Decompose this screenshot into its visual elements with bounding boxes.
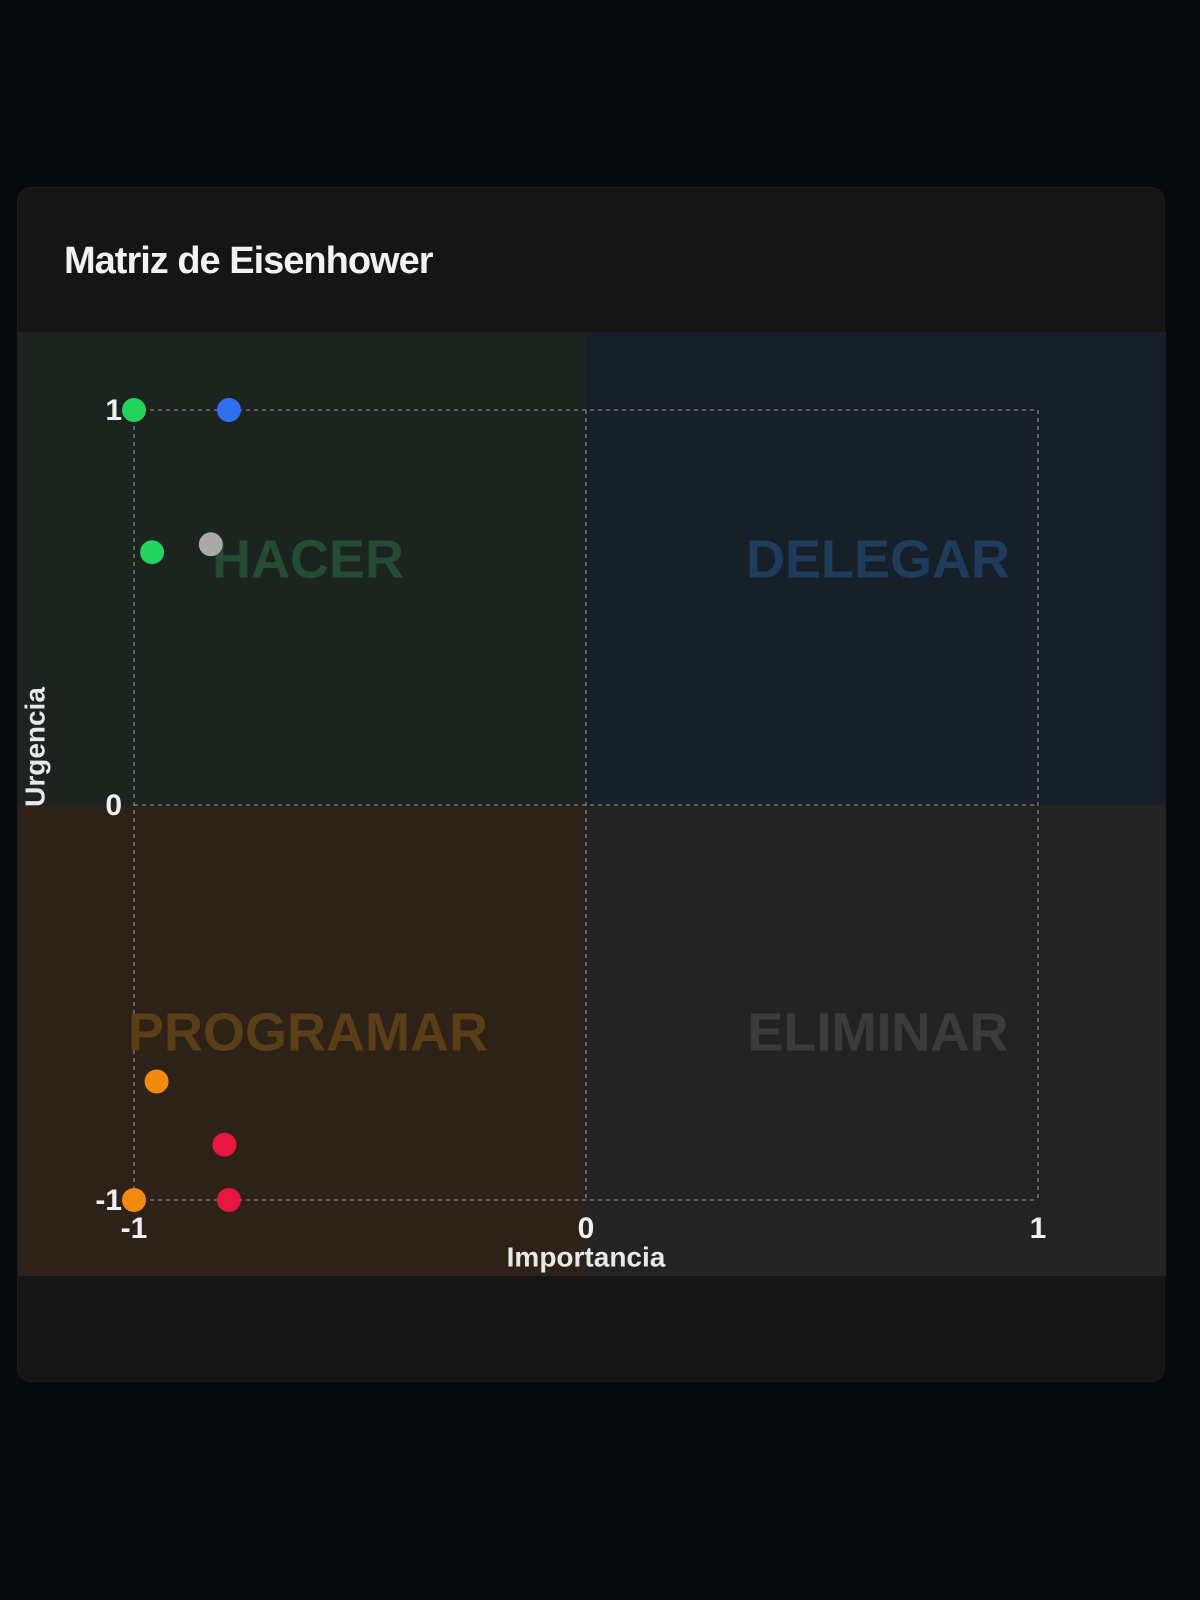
data-point[interactable]	[122, 398, 146, 422]
quadrant-eliminar	[586, 805, 1166, 1276]
data-point[interactable]	[216, 398, 241, 422]
quadrant-label-delegar: DELEGAR	[746, 529, 1010, 589]
chart-card: Matriz de Eisenhower HACER DELEGAR PROGRAM…	[17, 187, 1166, 1382]
quadrant-label-programar: PROGRAMAR	[128, 1002, 488, 1062]
data-point[interactable]	[198, 532, 223, 557]
quadrant-hacer	[18, 332, 586, 805]
x-tick-label: -1	[121, 1212, 148, 1245]
eisenhower-chart: HACER DELEGAR PROGRAMAR ELIMINAR -1 0 1 -1 0 1 Im…	[18, 332, 1166, 1276]
chart-title: Matriz de Eisenhower	[64, 240, 434, 282]
x-tick-label: 1	[1030, 1212, 1047, 1245]
y-axis-title: Urgencia	[19, 687, 50, 807]
data-point[interactable]	[212, 1132, 237, 1157]
data-point[interactable]	[216, 1188, 241, 1212]
y-tick-label: -1	[95, 1184, 122, 1217]
y-tick-label: 0	[105, 789, 122, 822]
data-point[interactable]	[122, 1188, 146, 1212]
x-tick-label: 0	[578, 1212, 595, 1245]
y-tick-label: 1	[105, 394, 122, 427]
quadrant-programar	[18, 805, 586, 1276]
data-point[interactable]	[144, 1069, 169, 1094]
quadrant-delegar	[586, 332, 1166, 805]
quadrant-label-hacer: HACER	[212, 529, 404, 589]
x-axis-title: Importancia	[507, 1241, 666, 1272]
quadrant-label-eliminar: ELIMINAR	[748, 1002, 1009, 1062]
data-point[interactable]	[140, 540, 165, 565]
